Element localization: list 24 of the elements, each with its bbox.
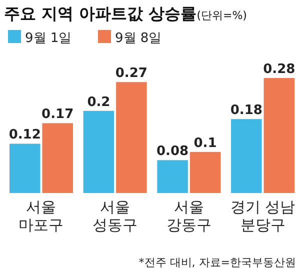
data-label: 0.12 (8, 128, 41, 143)
bar (231, 119, 262, 193)
bar (83, 110, 114, 193)
bar (157, 160, 188, 193)
data-label: 0.18 (230, 103, 262, 118)
data-label: 0.17 (42, 107, 74, 122)
data-label: 0.1 (194, 136, 217, 151)
x-tick-label: 서울 성동구 (92, 198, 138, 234)
chart-subtitle: (단위=%) (196, 9, 247, 22)
x-tick-label: 서울 마포구 (18, 198, 64, 234)
data-label: 0.08 (156, 144, 189, 160)
data-label: 0.27 (115, 66, 148, 82)
data-label: 0.2 (87, 94, 110, 110)
legend-label: 9월 1일 (25, 31, 72, 46)
data-label: 0.28 (263, 62, 296, 77)
text: *전주 대비, 자료=한국부동산원 (138, 256, 296, 269)
bar (190, 152, 221, 193)
bar (116, 82, 147, 193)
x-tick-label: 서울 강동구 (166, 198, 212, 234)
legend-label: 9월 8일 (115, 31, 162, 46)
bar (42, 123, 73, 193)
x-tick-label: 경기 성남 분당구 (230, 198, 296, 234)
bar (264, 78, 295, 193)
bar (9, 144, 40, 193)
